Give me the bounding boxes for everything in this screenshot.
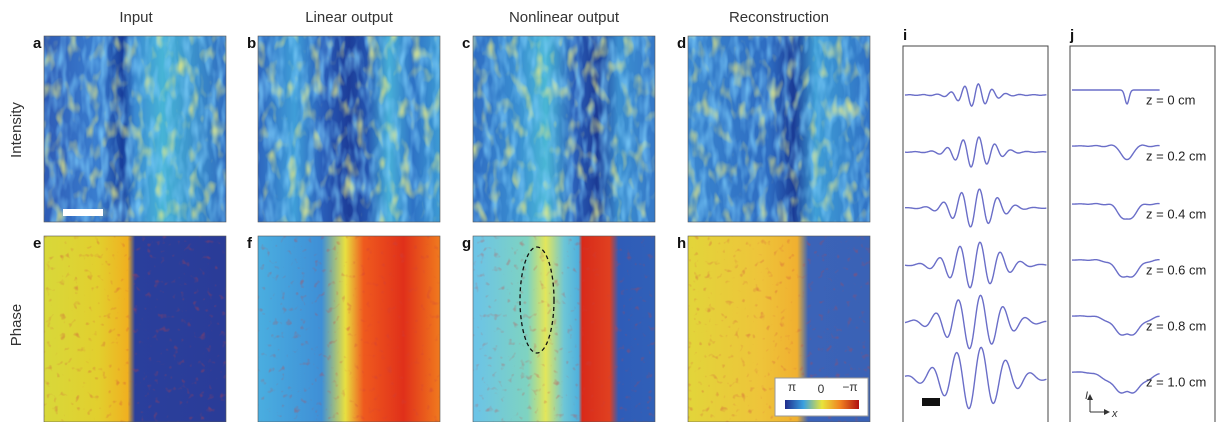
- panel-letter: b: [247, 35, 256, 52]
- speckle: [688, 36, 870, 222]
- figure: Input Linear output Nonlinear output Rec…: [0, 0, 1220, 422]
- row-label: Intensity: [8, 102, 25, 158]
- panel-letter: i: [903, 27, 907, 44]
- column-titles: Input Linear output Nonlinear output Rec…: [119, 9, 829, 26]
- speckle: [473, 236, 655, 422]
- column-title: Reconstruction: [729, 9, 829, 26]
- z-label: z = 0.6 cm: [1146, 262, 1206, 277]
- colorbar: π 0 −π: [775, 378, 868, 416]
- panel-i-frame: [903, 46, 1048, 422]
- colorbar-gradient: [785, 400, 859, 409]
- z-label: z = 0.2 cm: [1146, 148, 1206, 163]
- z-label: z = 1.0 cm: [1146, 374, 1206, 389]
- colorbar-label: 0: [818, 382, 825, 396]
- colorbar-label: −π: [842, 380, 857, 394]
- panel-letter: f: [247, 235, 253, 252]
- panel-letter: e: [33, 235, 41, 252]
- speckle: [473, 36, 655, 222]
- column-title: Input: [119, 9, 153, 26]
- panel-letter: c: [462, 35, 470, 52]
- panel-letter: g: [462, 235, 471, 252]
- panel-letter: d: [677, 35, 686, 52]
- speckle: [44, 36, 226, 222]
- z-label: z = 0 cm: [1146, 92, 1196, 107]
- column-title: Linear output: [305, 9, 393, 26]
- colorbar-label: π: [788, 380, 796, 394]
- scale-bar: [63, 209, 103, 216]
- scale-bar: [922, 398, 940, 406]
- panel-letter: j: [1069, 27, 1074, 44]
- z-label: z = 0.8 cm: [1146, 318, 1206, 333]
- speckle: [258, 36, 440, 222]
- panel-letter: a: [33, 35, 42, 52]
- axis-label: x: [1111, 408, 1118, 420]
- axis-label: I: [1085, 390, 1088, 402]
- column-title: Nonlinear output: [509, 9, 620, 26]
- image-panels: a b c d e f g h: [33, 35, 870, 422]
- panel-letter: h: [677, 235, 686, 252]
- row-label: Phase: [8, 304, 25, 347]
- speckle: [44, 236, 226, 422]
- z-label: z = 0.4 cm: [1146, 206, 1206, 221]
- speckle: [258, 236, 440, 422]
